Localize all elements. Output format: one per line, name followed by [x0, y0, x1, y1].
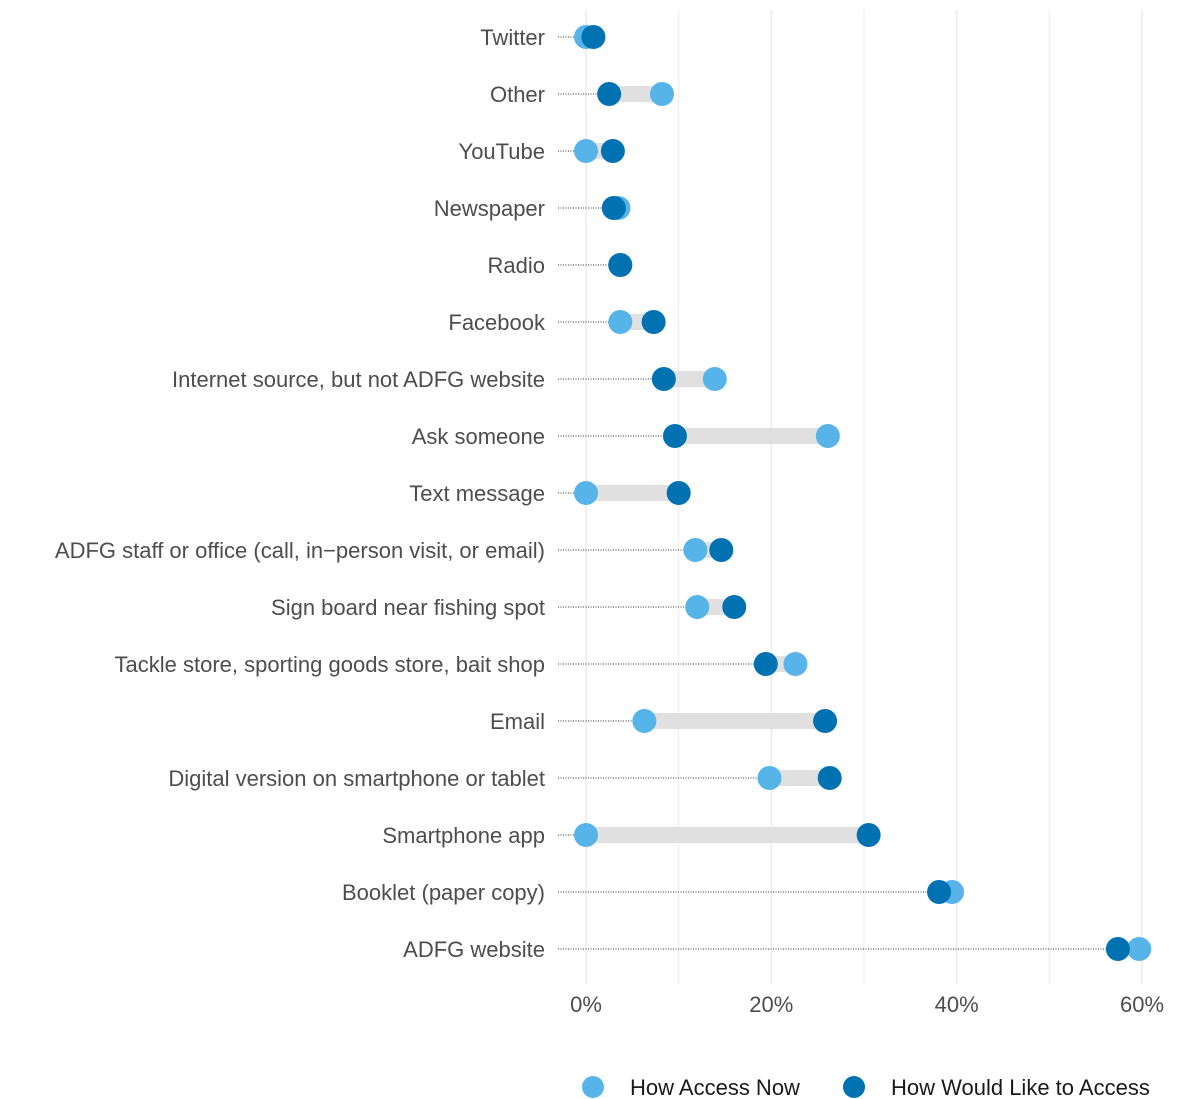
point-would-like [581, 25, 606, 49]
range-bar [769, 770, 830, 786]
point-would-like [722, 595, 747, 619]
x-tick-label: 40% [935, 992, 979, 1017]
point-would-like [709, 538, 734, 562]
point-layer [574, 25, 1152, 961]
category-label: Other [490, 82, 545, 107]
point-would-like [641, 310, 666, 334]
category-label: Smartphone app [382, 823, 545, 848]
category-label: Tackle store, sporting goods store, bait… [115, 652, 545, 677]
point-access-now [685, 595, 710, 619]
range-bar [586, 485, 679, 501]
category-label: Ask someone [412, 424, 545, 449]
category-label: Digital version on smartphone or tablet [168, 766, 545, 791]
x-tick-layer: 0% 20% 40% 60% [570, 992, 1164, 1017]
point-access-now [702, 367, 727, 391]
point-access-now [757, 766, 782, 790]
category-label: Booklet (paper copy) [342, 880, 545, 905]
legend-like-key [843, 1076, 865, 1098]
point-would-like [601, 196, 626, 220]
category-label: ADFG staff or office (call, in−person vi… [55, 538, 545, 563]
category-label: Text message [409, 481, 545, 506]
legend-now-key [582, 1076, 604, 1098]
point-would-like [666, 481, 691, 505]
point-would-like [817, 766, 842, 790]
point-would-like [597, 82, 622, 106]
point-would-like [1105, 937, 1130, 961]
category-label: ADFG website [403, 937, 545, 962]
point-access-now [608, 310, 633, 334]
range-bar [609, 86, 662, 102]
point-would-like [662, 424, 687, 448]
point-would-like [927, 880, 952, 904]
legend: How Access Now How Would Like to Access [582, 1075, 1150, 1099]
point-access-now [574, 481, 598, 505]
range-bar [663, 371, 715, 387]
range-bar [674, 428, 828, 444]
point-access-now [574, 823, 598, 847]
category-label: Newspaper [434, 196, 545, 221]
point-would-like [856, 823, 881, 847]
x-tick-label: 20% [749, 992, 793, 1017]
point-would-like [813, 709, 838, 733]
point-would-like [651, 367, 676, 391]
x-tick-label: 60% [1120, 992, 1164, 1017]
point-access-now [683, 538, 708, 562]
range-bar [644, 713, 826, 729]
category-label: Twitter [480, 25, 545, 50]
point-access-now [1127, 937, 1152, 961]
point-access-now [815, 424, 840, 448]
grid-layer [585, 10, 1143, 984]
point-access-now [649, 82, 674, 106]
point-would-like [608, 253, 633, 277]
point-access-now [574, 139, 598, 163]
point-access-now [783, 652, 808, 676]
point-access-now [632, 709, 657, 733]
category-label: YouTube [459, 139, 545, 164]
legend-now-label: How Access Now [630, 1075, 800, 1099]
category-label: Sign board near fishing spot [271, 595, 545, 620]
category-label-layer: Twitter Other YouTube Newspaper Radio Faceboo… [55, 25, 546, 962]
range-bar [586, 827, 869, 843]
category-label: Email [490, 709, 545, 734]
category-label: Facebook [448, 310, 546, 335]
category-label: Radio [488, 253, 545, 278]
legend-like-label: How Would Like to Access [891, 1075, 1150, 1099]
category-label: Internet source, but not ADFG website [172, 367, 545, 392]
point-would-like [753, 652, 778, 676]
point-would-like [600, 139, 625, 163]
x-tick-label: 0% [570, 992, 602, 1017]
